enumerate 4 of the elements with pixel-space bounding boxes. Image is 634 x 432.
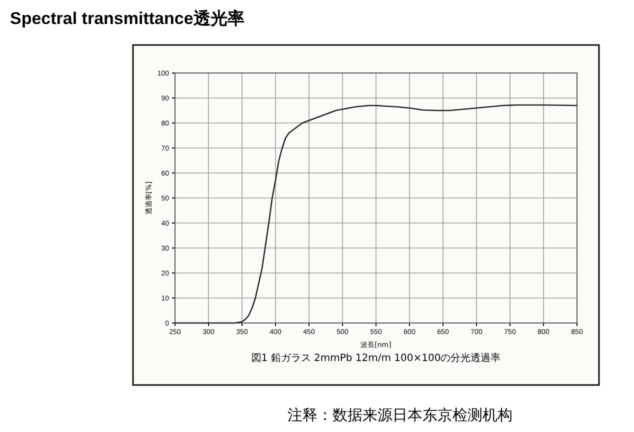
text: 注释：数据来源日本东京检测机构 <box>288 406 512 424</box>
text: 図1 鉛ガラス 2mmPb 12m/m 100×100の分光透過率 <box>251 352 501 364</box>
line-series <box>174 104 578 324</box>
chart-title: Spectral transmittance透光率 <box>10 9 244 28</box>
